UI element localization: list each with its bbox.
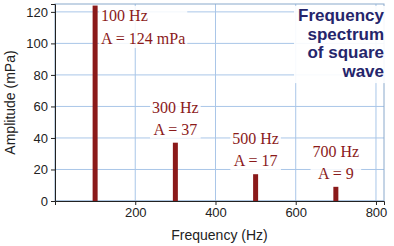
tick-label: 120 xyxy=(26,5,48,20)
tick: 400 xyxy=(205,201,227,220)
tick-label: 60 xyxy=(34,99,48,114)
title-background xyxy=(294,6,387,83)
grid xyxy=(55,4,384,201)
grid-line xyxy=(55,137,384,138)
tick-label: 400 xyxy=(205,205,227,220)
tick: 0 xyxy=(41,194,55,209)
label-background xyxy=(230,129,281,170)
bar xyxy=(333,187,338,201)
data-label: 100 Hz A = 124 mPa xyxy=(99,6,187,48)
tick-label: 80 xyxy=(34,68,48,83)
tick-mark xyxy=(51,12,55,13)
tick: 80 xyxy=(34,68,55,83)
tick-label: 800 xyxy=(366,205,388,220)
title-text: Frequencyspectrumof squarewave xyxy=(298,6,385,81)
chart: 200 400 600 800 0 20 40 60 80 100 120 100 Hz A = 124… xyxy=(0,0,394,246)
tick-mark xyxy=(51,169,55,170)
y-axis: 0 20 40 60 80 100 120 xyxy=(26,5,55,209)
tick-mark xyxy=(51,106,55,107)
tick-mark xyxy=(51,138,55,139)
title: Frequencyspectrumof squarewave xyxy=(294,6,387,83)
value-label: A = 17 xyxy=(234,152,278,169)
bar xyxy=(173,143,178,201)
tick-mark xyxy=(51,43,55,44)
tick-label: 200 xyxy=(125,205,147,220)
data-label: 500 Hz A = 17 xyxy=(230,129,281,170)
value-label: A = 124 mPa xyxy=(101,30,185,47)
tick-label: 40 xyxy=(34,131,48,146)
label-background xyxy=(150,98,201,139)
plot-frame xyxy=(55,4,384,201)
annotation: 500 Hz xyxy=(232,130,279,147)
data-label: 300 Hz A = 37 xyxy=(150,98,201,139)
tick-mark xyxy=(51,75,55,76)
tick: 40 xyxy=(34,131,55,146)
y-axis-title: Amplitude (mPa) xyxy=(2,50,18,154)
label-background xyxy=(311,142,362,183)
title-line: wave xyxy=(341,62,384,81)
bar xyxy=(93,6,98,201)
bar xyxy=(253,174,258,201)
tick: 600 xyxy=(285,201,307,220)
label-background xyxy=(99,6,187,48)
annotation: 700 Hz xyxy=(313,143,360,160)
tick-label: 100 xyxy=(26,36,48,51)
x-axis-title: Frequency (Hz) xyxy=(171,227,267,243)
tick: 100 xyxy=(26,36,55,51)
tick: 20 xyxy=(34,162,55,177)
annotation: 300 Hz xyxy=(152,99,199,116)
x-axis: 200 400 600 800 xyxy=(56,201,388,220)
tick: 800 xyxy=(366,201,388,220)
plot: 200 400 600 800 0 20 40 60 80 100 120 100 Hz A = 124… xyxy=(26,4,387,220)
title-line: spectrum xyxy=(307,25,384,44)
tick-label: 20 xyxy=(34,162,48,177)
grid-line xyxy=(55,106,384,107)
tick: 60 xyxy=(34,99,55,114)
value-label: A = 9 xyxy=(318,165,354,182)
value-label: A = 37 xyxy=(154,121,198,138)
title-line: Frequency xyxy=(298,6,385,25)
title-line: of square xyxy=(307,43,384,62)
tick-label: 600 xyxy=(285,205,307,220)
annotation: 100 Hz xyxy=(101,7,148,24)
tick-label: 0 xyxy=(41,194,48,209)
tick: 120 xyxy=(26,5,55,20)
tick: 200 xyxy=(125,201,147,220)
data-label: 700 Hz A = 9 xyxy=(311,142,362,183)
tick-mark xyxy=(51,201,55,202)
axis-line xyxy=(51,5,56,202)
grid-line xyxy=(215,4,216,201)
